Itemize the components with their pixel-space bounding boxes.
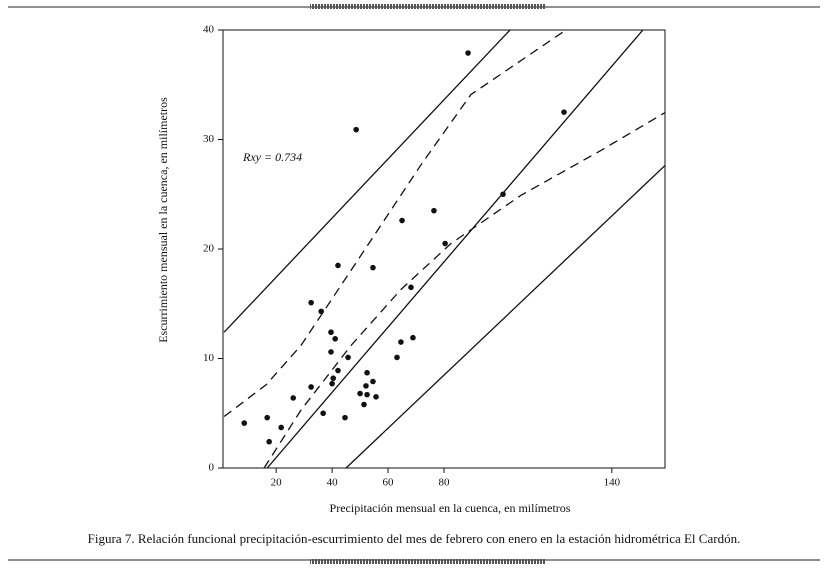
fit-line [266,30,644,468]
point [318,308,324,315]
point [308,299,314,306]
point [363,383,369,389]
point [394,354,400,361]
annotation: Rxy = 0.734 [242,150,302,164]
plot-frame [222,29,666,469]
point [370,378,376,385]
point [370,264,376,271]
x-tick-label: 40 [327,477,339,489]
point [320,410,326,417]
point [399,217,405,224]
point [500,191,506,198]
y-tick-label: 20 [203,243,215,255]
point [431,207,437,214]
caption: Figura 7. Relación funcional precipitaci… [88,531,741,546]
x-tick-label: 140 [604,477,621,489]
point [442,240,448,247]
point [329,380,335,387]
point [353,126,359,133]
point [398,339,404,345]
fit-line [263,111,665,468]
point [335,262,341,269]
fit-line [223,30,511,333]
fit-line [223,30,567,418]
x-tick-label: 60 [383,477,395,489]
point [465,50,471,56]
point [330,375,337,382]
y-tick-label: 30 [203,133,215,145]
point [328,329,334,336]
x-tick-label: 20 [271,477,283,489]
top-ornament [310,4,545,9]
x-axis-label: Precipitación mensual en la cuenca, en m… [330,501,571,515]
y-tick-label: 40 [203,24,215,36]
point [361,401,367,408]
bottom-ornament [310,559,545,564]
y-tick-label: 10 [203,352,215,364]
point [328,349,334,355]
point [308,384,314,390]
y-tick-label: 0 [209,462,215,474]
point [561,109,567,115]
point [335,367,341,374]
point [332,335,338,342]
point [364,391,370,398]
point [266,438,272,445]
x-tick-label: 80 [439,477,451,489]
fit-line [345,164,665,468]
point [241,420,248,426]
point [342,414,348,421]
point [290,395,297,401]
point [264,414,271,421]
point [357,390,363,397]
y-axis-label: Escurrimiento mensual en la cuenca, en m… [156,97,170,343]
point [373,394,379,400]
point [364,369,370,376]
point [408,284,414,291]
point [278,424,284,431]
point [345,354,351,361]
point [410,334,416,341]
